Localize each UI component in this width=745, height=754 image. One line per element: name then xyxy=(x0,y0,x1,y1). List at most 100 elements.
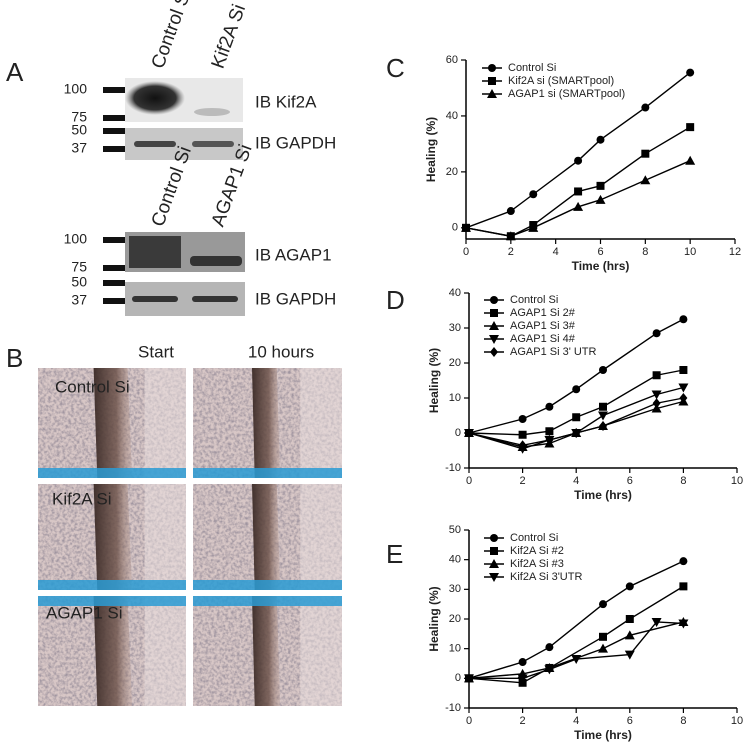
marker xyxy=(652,329,661,338)
marker xyxy=(624,650,635,660)
series-line xyxy=(468,560,684,680)
legend-label: Kif2A Si 3'UTR xyxy=(510,571,582,583)
x-tick-label: 10 xyxy=(731,715,743,727)
legend-marker xyxy=(490,309,498,317)
image-light xyxy=(144,368,186,478)
marker xyxy=(685,155,696,165)
image-light xyxy=(300,368,342,478)
y-tick-label: -10 xyxy=(445,702,461,714)
legend-label: Kif2A si (SMARTpool) xyxy=(508,75,614,87)
y-axis-label: Healing (%) xyxy=(427,586,441,651)
image-light xyxy=(144,596,186,706)
panel-label: C xyxy=(386,53,405,83)
legend-label: AGAP1 si (SMARTpool) xyxy=(508,88,625,100)
marker-bars xyxy=(103,87,125,152)
y-tick-label: -10 xyxy=(445,462,461,474)
y-axis-label: Healing (%) xyxy=(427,348,441,413)
x-tick-label: 0 xyxy=(463,246,469,258)
y-tick-label: 40 xyxy=(449,554,461,566)
x-tick-label: 6 xyxy=(627,715,633,727)
marker xyxy=(545,435,554,445)
row-label: Kif2A Si xyxy=(52,489,112,508)
y-tick-label: 0 xyxy=(455,672,461,684)
x-tick-label: 2 xyxy=(508,246,514,258)
y-tick-label: 10 xyxy=(449,392,461,404)
blot-band xyxy=(125,81,185,115)
legend-marker xyxy=(488,77,496,85)
column-label: 10 hours xyxy=(248,342,314,361)
blot-band xyxy=(192,141,234,147)
marker xyxy=(464,674,474,684)
legend-marker xyxy=(489,573,499,582)
marker xyxy=(517,674,528,684)
marker xyxy=(651,390,662,400)
blot-band xyxy=(129,236,181,268)
marker xyxy=(572,413,581,422)
y-tick-label: 20 xyxy=(449,357,461,369)
blot-band xyxy=(190,256,242,266)
x-tick-label: 6 xyxy=(597,246,603,258)
series-line xyxy=(468,397,684,446)
wound-gap xyxy=(252,596,281,706)
micrographs xyxy=(38,368,342,706)
scratch-mark xyxy=(38,468,186,478)
scratch-mark xyxy=(193,468,342,478)
marker xyxy=(599,632,607,641)
marker-label: 37 xyxy=(71,140,87,156)
marker xyxy=(572,428,581,438)
x-tick-label: 0 xyxy=(466,715,472,727)
micrograph xyxy=(193,596,342,706)
marker-label: 75 xyxy=(71,109,87,125)
series-line xyxy=(468,585,684,684)
marker xyxy=(518,440,527,451)
marker xyxy=(518,415,527,423)
marker xyxy=(571,655,582,665)
micrograph xyxy=(38,368,186,478)
legend-marker xyxy=(489,321,499,330)
series-line xyxy=(465,160,691,237)
legend-label: Control Si xyxy=(510,532,558,544)
panel-label: A xyxy=(6,57,24,87)
y-axis-label: Healing (%) xyxy=(424,117,438,182)
marker xyxy=(679,557,688,566)
row-label: AGAP1 Si xyxy=(46,603,123,622)
wound-gap xyxy=(252,484,281,590)
y-tick-label: 40 xyxy=(449,287,461,299)
panel-label: E xyxy=(386,539,403,569)
marker xyxy=(545,643,554,652)
x-tick-label: 4 xyxy=(553,246,559,258)
marker xyxy=(678,619,689,629)
marker-bars xyxy=(103,237,125,304)
wound-gap xyxy=(93,596,133,706)
marker xyxy=(599,402,607,411)
marker-label: 50 xyxy=(71,122,87,138)
y-tick-label: 20 xyxy=(446,166,458,178)
marker xyxy=(596,181,605,190)
marker xyxy=(686,68,695,77)
marker xyxy=(641,103,650,112)
marker xyxy=(679,315,688,324)
y-tick-label: 60 xyxy=(446,54,458,66)
x-tick-label: 2 xyxy=(520,475,526,487)
marker xyxy=(625,615,634,623)
marker xyxy=(573,201,584,211)
lane-label: Kif2A Si xyxy=(208,2,250,72)
marker xyxy=(596,135,605,144)
line-chart: -10 0 10 20 30 40 0 2 4 6 8 10 Time (hrs) Healing (%)… xyxy=(427,287,743,502)
line-chart: 0 20 40 60 0 2 4 6 8 10 12 Time (hrs) Healing (%) Con… xyxy=(424,54,741,273)
marker xyxy=(651,617,662,627)
marker xyxy=(598,411,608,421)
marker xyxy=(545,427,554,436)
legend-label: AGAP1 Si 2# xyxy=(510,307,576,319)
legend-marker xyxy=(487,89,497,98)
image-light xyxy=(144,484,186,590)
x-tick-label: 0 xyxy=(466,475,472,487)
x-axis-label: Time (hrs) xyxy=(574,488,632,502)
legend-label: Control Si xyxy=(508,62,556,74)
marker xyxy=(678,383,689,393)
y-tick-label: 10 xyxy=(449,643,461,655)
marker xyxy=(544,665,555,675)
marker xyxy=(518,658,527,667)
marker xyxy=(572,385,581,394)
